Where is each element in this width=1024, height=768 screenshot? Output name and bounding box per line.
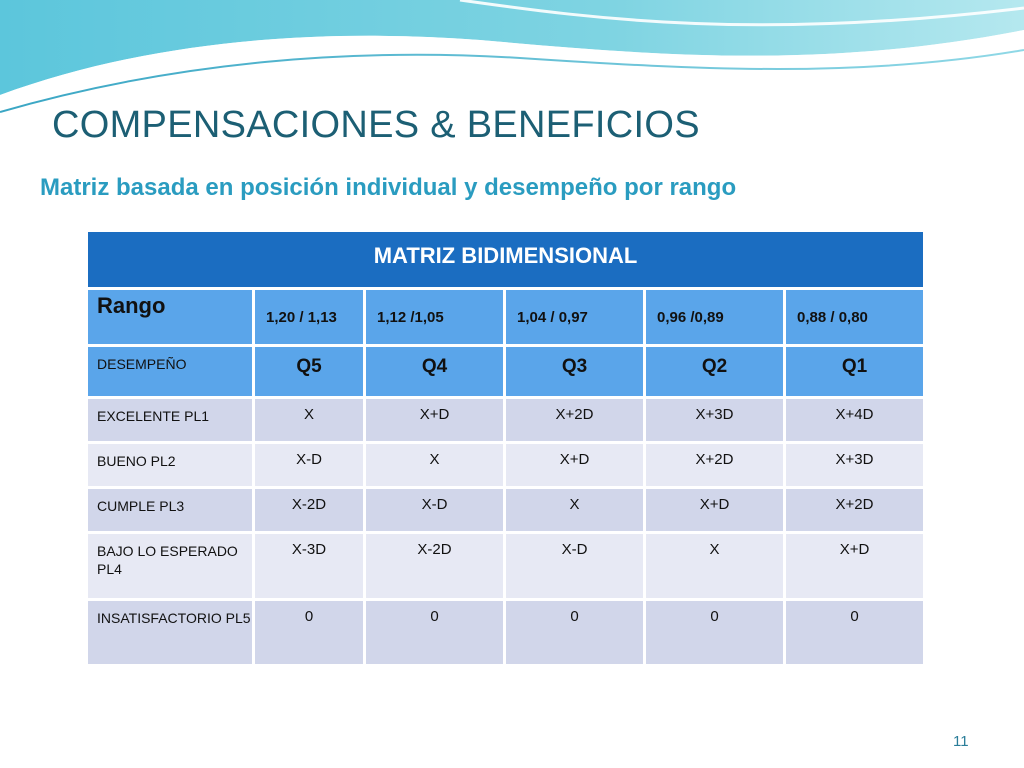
performance-label: EXCELENTE PL1 bbox=[85, 396, 255, 444]
matrix-cell: X bbox=[363, 441, 506, 489]
matrix-cell: 0 bbox=[782, 598, 927, 667]
header-wave-decoration bbox=[0, 0, 1024, 113]
matrix-cell: X-D bbox=[252, 441, 366, 489]
matrix-header-row: MATRIZ BIDIMENSIONAL bbox=[84, 229, 927, 290]
performance-label: CUMPLE PL3 bbox=[85, 486, 255, 534]
matrix-cell: X+D bbox=[363, 396, 506, 444]
range-row: Rango 1,20 / 1,13 1,12 /1,05 1,04 / 0,97… bbox=[85, 287, 927, 347]
quartile-cell: Q2 bbox=[643, 344, 786, 399]
matrix-cell: 0 bbox=[643, 598, 786, 667]
matrix-cell: X+D bbox=[503, 441, 646, 489]
performance-label: BUENO PL2 bbox=[85, 441, 255, 489]
matrix-cell: X+2D bbox=[503, 396, 646, 444]
matrix-cell: X bbox=[252, 396, 366, 444]
matrix-cell: X+4D bbox=[782, 396, 927, 444]
quartile-cell: Q5 bbox=[252, 344, 366, 399]
quartile-cell: Q3 bbox=[503, 344, 646, 399]
matrix-cell: 0 bbox=[363, 598, 506, 667]
matrix-cell: X-2D bbox=[252, 486, 366, 534]
matrix-cell: X+2D bbox=[782, 486, 927, 534]
matrix-header: MATRIZ BIDIMENSIONAL bbox=[84, 229, 927, 290]
matrix-cell: X+3D bbox=[782, 441, 927, 489]
table-row: EXCELENTE PL1 X X+D X+2D X+3D X+4D bbox=[85, 396, 927, 444]
range-cell: 0,88 / 0,80 bbox=[782, 287, 927, 347]
quartile-cell: Q4 bbox=[363, 344, 506, 399]
range-cell: 1,04 / 0,97 bbox=[503, 287, 646, 347]
matrix-cell: X bbox=[643, 531, 786, 601]
table-row: BAJO LO ESPERADO PL4 X-3D X-2D X-D X X+D bbox=[85, 531, 927, 601]
matrix-cell: X+D bbox=[782, 531, 927, 601]
desempeno-label: DESEMPEÑO bbox=[85, 344, 255, 399]
matrix-cell: X+3D bbox=[643, 396, 786, 444]
performance-label: INSATISFACTORIO PL5 bbox=[85, 598, 255, 667]
range-cell: 0,96 /0,89 bbox=[643, 287, 786, 347]
quartile-cell: Q1 bbox=[782, 344, 927, 399]
table-row: BUENO PL2 X-D X X+D X+2D X+3D bbox=[85, 441, 927, 489]
matrix-cell: X-2D bbox=[363, 531, 506, 601]
table-row: CUMPLE PL3 X-2D X-D X X+D X+2D bbox=[85, 486, 927, 534]
matrix-cell: X bbox=[503, 486, 646, 534]
matrix-cell: X-D bbox=[503, 531, 646, 601]
bidimensional-matrix-table: MATRIZ BIDIMENSIONAL Rango 1,20 / 1,13 1… bbox=[84, 229, 927, 667]
matrix-cell: X-D bbox=[363, 486, 506, 534]
matrix-cell: 0 bbox=[252, 598, 366, 667]
performance-label: BAJO LO ESPERADO PL4 bbox=[85, 531, 255, 601]
slide-subtitle: Matriz basada en posición individual y d… bbox=[40, 174, 737, 201]
range-cell: 1,12 /1,05 bbox=[363, 287, 506, 347]
page-number: 11 bbox=[953, 733, 969, 750]
slide-title: COMPENSACIONES & BENEFICIOS bbox=[52, 104, 700, 146]
matrix-cell: X+D bbox=[643, 486, 786, 534]
quartile-row: DESEMPEÑO Q5 Q4 Q3 Q2 Q1 bbox=[85, 344, 927, 399]
matrix-cell: X-3D bbox=[252, 531, 366, 601]
matrix-cell: X+2D bbox=[643, 441, 786, 489]
matrix-cell: 0 bbox=[503, 598, 646, 667]
table-row: INSATISFACTORIO PL5 0 0 0 0 0 bbox=[85, 598, 927, 667]
range-cell: 1,20 / 1,13 bbox=[252, 287, 366, 347]
rango-label: Rango bbox=[85, 287, 255, 347]
